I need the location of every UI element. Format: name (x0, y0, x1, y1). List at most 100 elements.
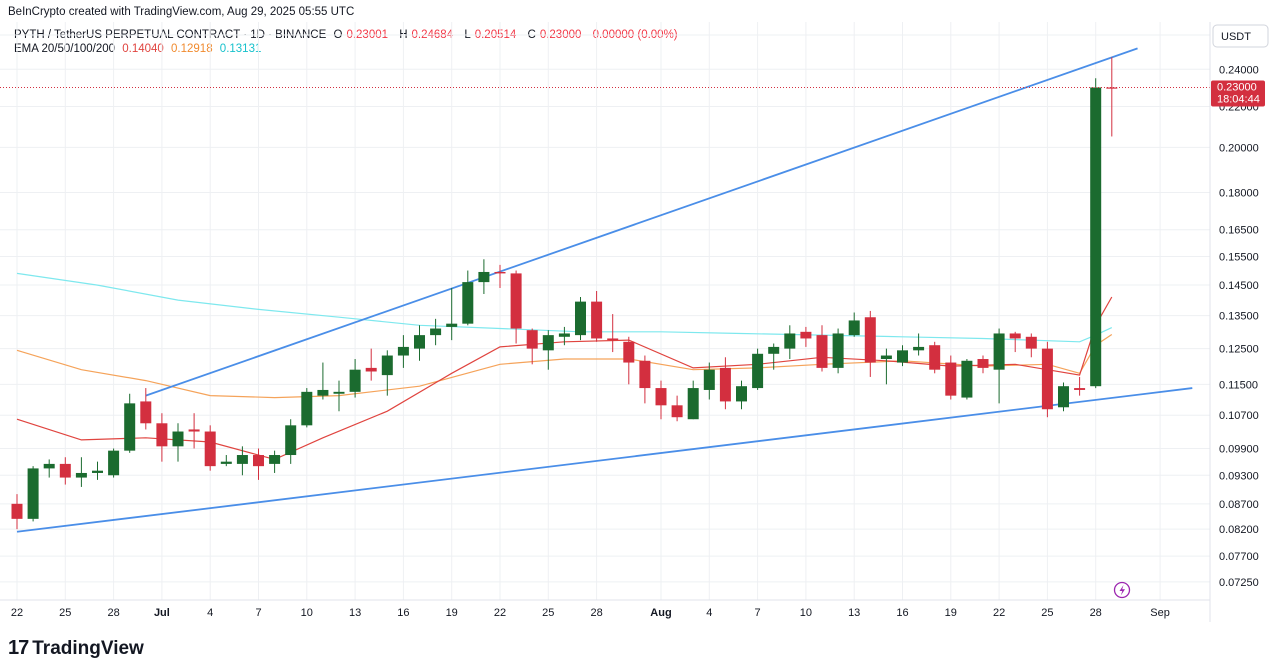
time-tick-label: 19 (945, 607, 957, 619)
candle (269, 450, 281, 473)
candle-body (204, 431, 216, 467)
candle (349, 359, 361, 398)
candle (1009, 331, 1021, 353)
candle (462, 270, 474, 326)
candle-body (1009, 333, 1021, 339)
candle-body (349, 369, 361, 392)
candle-body (639, 360, 651, 389)
candle-body (703, 369, 715, 390)
time-tick-label: 13 (349, 607, 361, 619)
candle (478, 259, 490, 295)
price-tick-label: 0.09300 (1219, 470, 1259, 482)
candle (430, 318, 442, 346)
chart-legend: PYTH / TetherUS PERPETUAL CONTRACT · 1D … (14, 28, 682, 56)
candle (768, 343, 780, 370)
candle-body (269, 455, 281, 464)
lightning-icon[interactable] (1113, 581, 1131, 599)
price-tick-label: 0.20000 (1219, 142, 1259, 154)
candle (671, 395, 683, 422)
candle (591, 291, 603, 342)
candle (993, 328, 1005, 404)
candle-body (220, 461, 232, 464)
candle-body (333, 391, 345, 394)
candle (913, 333, 925, 356)
candle-body (977, 359, 989, 368)
candle (607, 314, 619, 353)
candle-body (1090, 87, 1102, 387)
candle-body (397, 346, 409, 356)
candle (156, 413, 168, 462)
trend-lines (16, 47, 1193, 533)
candle-body (945, 362, 957, 396)
candle-body (1074, 388, 1086, 390)
candle (1041, 341, 1053, 418)
candle-body (236, 455, 248, 464)
lower-trendline (16, 387, 1193, 533)
candle (655, 380, 667, 420)
candle (639, 355, 651, 404)
price-tick-label: 0.24000 (1219, 64, 1259, 76)
candle (848, 312, 860, 337)
candle-body (897, 350, 908, 363)
candle-body (671, 405, 683, 418)
candle-body (542, 335, 554, 351)
price-tick-label: 0.08200 (1219, 524, 1259, 536)
legend-ema-row: EMA 20/50/100/200 0.14040 0.12918 0.1313… (14, 42, 682, 56)
candle (1090, 78, 1102, 389)
candle (220, 455, 232, 467)
candle (301, 388, 313, 428)
tv-mark-icon: 17 (8, 637, 29, 659)
price-tick-label: 0.09900 (1219, 443, 1259, 455)
candle (108, 448, 120, 478)
tradingview-logo[interactable]: 17 TradingView (8, 637, 144, 660)
candle-body (784, 333, 796, 349)
candle (542, 330, 554, 370)
candle (494, 264, 506, 289)
price-tick-label: 0.10700 (1219, 410, 1259, 422)
candle-body (172, 431, 184, 447)
countdown-label: 18:04:44 (1217, 93, 1260, 105)
candle-body (719, 367, 731, 402)
candle (43, 459, 55, 478)
candle (317, 362, 329, 400)
candle-body (92, 470, 103, 473)
candle-body (961, 360, 973, 398)
ema50-value: 0.12918 (171, 43, 213, 55)
price-tick-label: 0.08700 (1219, 499, 1259, 511)
candle-body (124, 403, 136, 451)
candle (510, 270, 522, 344)
time-axis[interactable]: 22 25 28 Jul 4 7 10 13 16 19 22 25 28 Aug 4 7 10 13 16 19 22… (0, 599, 1210, 619)
candle (575, 297, 586, 341)
candle (897, 345, 908, 367)
candle-body (11, 503, 23, 519)
candle (526, 328, 538, 365)
candle (736, 380, 747, 410)
candle-body (1025, 336, 1037, 349)
time-tick-label: 10 (800, 607, 812, 619)
candle (800, 326, 812, 347)
candle-body (494, 271, 506, 274)
time-tick-label: 28 (107, 607, 119, 619)
ema-label[interactable]: EMA 20/50/100/200 (14, 43, 116, 55)
currency-button[interactable]: USDT (1212, 24, 1269, 48)
candle-body (381, 355, 393, 376)
candle-body (687, 388, 699, 420)
price-axis[interactable]: 0.260000.240000.220000.200000.180000.165… (1209, 22, 1259, 622)
candle (285, 419, 297, 464)
time-tick-label: 4 (207, 607, 213, 619)
ema100-value: 0.13131 (219, 43, 262, 55)
time-tick-label: 28 (1090, 607, 1102, 619)
price-tick-label: 0.12500 (1219, 344, 1259, 356)
candle-body (591, 301, 603, 339)
time-tick-label: 22 (993, 607, 1005, 619)
candle (75, 457, 87, 487)
price-chart[interactable]: 0.260000.240000.220000.200000.180000.165… (0, 22, 1280, 648)
candle-body (1058, 386, 1069, 408)
candle (929, 341, 941, 374)
candle-body (575, 301, 586, 336)
candle-body (510, 273, 522, 329)
time-tick-label: Jul (154, 607, 170, 619)
candle (124, 393, 136, 453)
candle-body (736, 386, 747, 402)
time-tick-label: Aug (650, 607, 671, 619)
